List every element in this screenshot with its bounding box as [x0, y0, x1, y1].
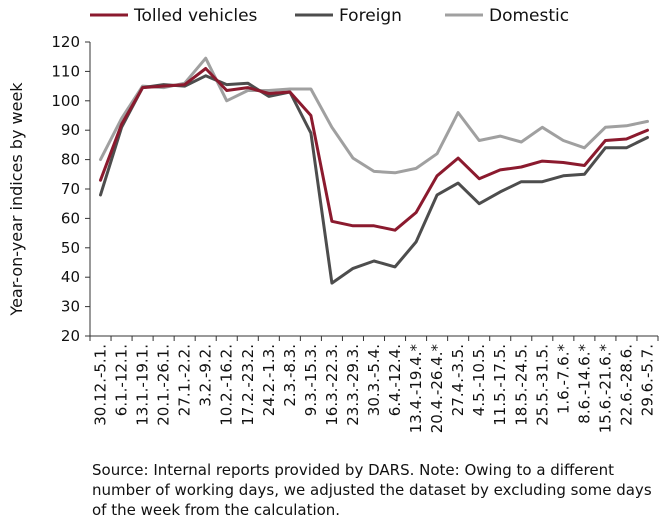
x-tick-label: 11.5.-17.5.	[491, 344, 509, 426]
x-tick-label: 22.6.-28.6.	[617, 344, 635, 426]
x-tick-label: 18.5.-24.5.	[512, 344, 530, 426]
x-tick-label: 4.5.-10.5.	[470, 344, 488, 416]
line-chart: 20 30 40 50 60 70 80 90 100 110 120 30.12.-5.1. 6.1.…	[7, 6, 659, 434]
series-line-foreign	[99, 74, 649, 285]
y-tick-label: 50	[61, 239, 80, 257]
x-tick-label: 20.4.-26.4.*	[428, 344, 446, 434]
x-tick-label: 30.12.-5.1.	[92, 344, 110, 426]
y-tick-label: 120	[51, 33, 80, 51]
legend-label-foreign: Foreign	[339, 6, 402, 26]
x-tick-label: 9.3.-15.3.	[302, 344, 320, 416]
x-tick-label: 27.1.-2.2.	[176, 344, 194, 416]
x-tick-label: 25.5.-31.5.	[533, 344, 551, 426]
source-note: Source: Internal reports provided by DAR…	[92, 461, 652, 519]
x-tick-label: 24.2.-1.3.	[260, 344, 278, 416]
x-tick-label: 6.4.-12.4.	[386, 344, 404, 416]
y-tick-label: 60	[61, 209, 80, 227]
y-axis-title: Year-on-year indices by week	[7, 82, 26, 317]
y-tick-label: 20	[61, 327, 80, 345]
x-tick-label: 10.2.-16.2.	[218, 344, 236, 426]
x-tick-label: 16.3.-22.3.	[323, 344, 341, 426]
x-tick-label: 3.2.-9.2.	[197, 344, 215, 407]
x-tick-label: 2.3.-8.3.	[281, 344, 299, 407]
legend-label-domestic: Domestic	[489, 6, 569, 26]
x-tick-label: 15.6.-21.6.*	[596, 344, 614, 434]
x-tick-label: 13.4.-19.4.*	[407, 344, 425, 434]
legend-label-tolled-vehicles: Tolled vehicles	[133, 6, 258, 26]
x-tick-label: 17.2.-23.2.	[239, 344, 257, 426]
y-tick-label: 90	[61, 121, 80, 139]
x-tick-label: 13.1.-19.1.	[134, 344, 152, 426]
x-tick-label: 1.6.-7.6.*	[554, 344, 572, 415]
x-tick-label: 30.3.-5.4.	[365, 344, 383, 416]
chart-container: 20 30 40 50 60 70 80 90 100 110 120 30.12.-5.1. 6.1.…	[7, 6, 659, 434]
x-tick-label: 29.6.-5.7.	[638, 344, 656, 416]
y-tick-label: 110	[51, 62, 80, 80]
y-tick-label: 100	[51, 92, 80, 110]
x-tick-label: 20.1.-26.1.	[155, 344, 173, 426]
x-tick-label: 23.3.-29.3.	[344, 344, 362, 426]
series-line-tolled-vehicles	[99, 67, 649, 232]
y-tick-label: 30	[61, 298, 80, 316]
x-tick-label: 6.1.-12.1.	[113, 344, 131, 416]
x-tick-label: 27.4.-3.5.	[449, 344, 467, 416]
y-tick-label: 40	[61, 268, 80, 286]
y-tick-label: 70	[61, 180, 80, 198]
y-tick-label: 80	[61, 151, 80, 169]
x-tick-label: 8.6.-14.6.*	[575, 344, 593, 424]
series-line-domestic	[99, 56, 649, 175]
